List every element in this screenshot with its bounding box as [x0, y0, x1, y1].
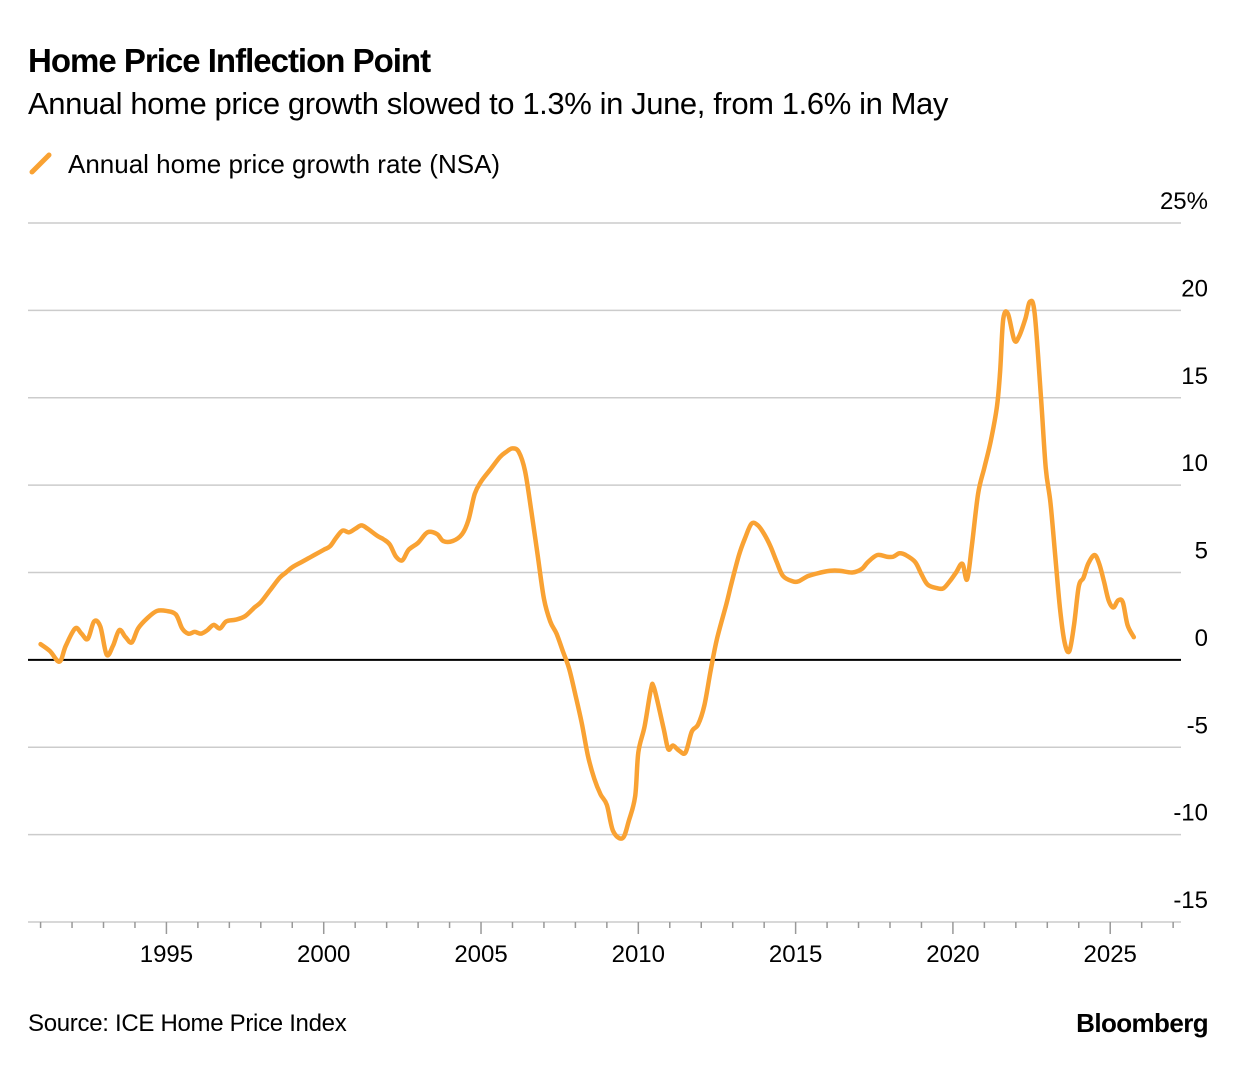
- x-tick-label: 2010: [612, 941, 665, 968]
- y-tick-label: -10: [1173, 800, 1208, 827]
- legend-label: Annual home price growth rate (NSA): [68, 148, 501, 179]
- legend-swatch-line-icon: [29, 152, 52, 175]
- y-tick-label: 0: [1195, 625, 1208, 652]
- y-tick-label: -5: [1187, 712, 1208, 739]
- brand-logo: Bloomberg: [1076, 1008, 1208, 1038]
- x-tick-label: 2005: [454, 941, 507, 968]
- y-tick-label: 5: [1195, 538, 1208, 565]
- source-note: Source: ICE Home Price Index: [28, 1010, 347, 1037]
- legend: Annual home price growth rate (NSA): [28, 146, 500, 182]
- x-tick-label: 2020: [926, 941, 979, 968]
- x-tick-label: 2015: [769, 941, 822, 968]
- y-tick-label: -15: [1173, 887, 1208, 914]
- chart-subtitle: Annual home price growth slowed to 1.3% …: [28, 86, 948, 121]
- series-line: [38, 298, 1137, 841]
- y-tick-label: 15: [1181, 363, 1208, 390]
- y-tick-label: 20: [1181, 275, 1208, 302]
- x-tick-label: 2000: [297, 941, 350, 968]
- x-tick-label: 2025: [1084, 941, 1137, 968]
- x-tick-label: 1995: [140, 941, 193, 968]
- chart-title: Home Price Inflection Point: [28, 42, 431, 79]
- y-tick-label: 10: [1181, 450, 1208, 477]
- y-tick-label: 25%: [1160, 188, 1208, 215]
